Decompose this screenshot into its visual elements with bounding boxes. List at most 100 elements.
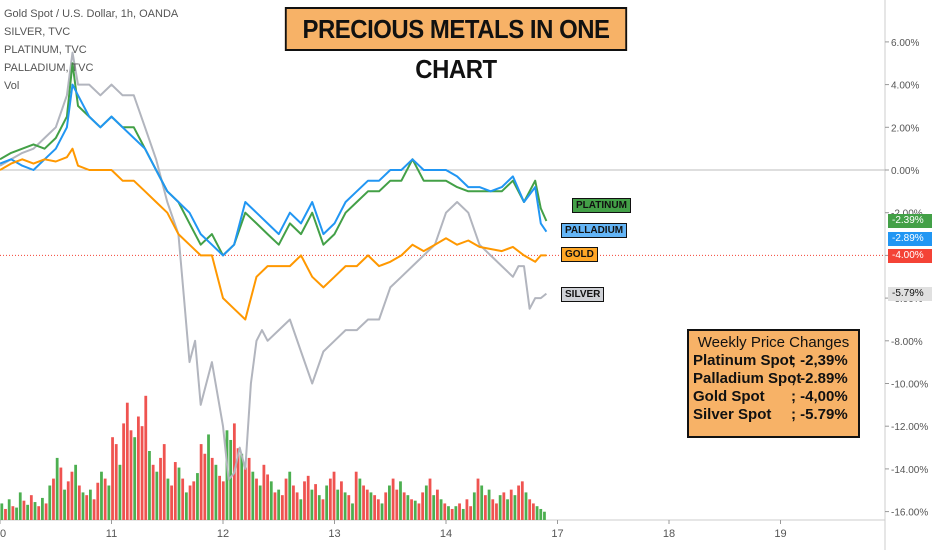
- y-tick-label: -12.00%: [891, 422, 928, 433]
- x-tick-label: 12: [217, 528, 229, 540]
- weekly-changes-box: Weekly Price Changes Platinum Spot; -2,3…: [687, 329, 860, 438]
- y-tick-label: 6.00%: [891, 38, 919, 49]
- volume-bar: [343, 492, 347, 520]
- volume-bar: [240, 453, 244, 520]
- volume-bar: [22, 500, 26, 520]
- volume-bar: [214, 464, 218, 520]
- volume-bar: [314, 484, 317, 520]
- volume-bar: [66, 481, 70, 520]
- volume-bar: [399, 481, 402, 520]
- volume-bar: [44, 503, 48, 520]
- volume-bar: [18, 492, 22, 520]
- volume-bar: [450, 508, 454, 520]
- volume-bar: [491, 499, 495, 520]
- volume-bar: [236, 448, 240, 520]
- volume-bar: [196, 473, 199, 520]
- info-row: Silver Spot ; -5.79%: [689, 406, 858, 424]
- volume-bar: [476, 478, 480, 520]
- info-row: Platinum Spot; -2,39%: [689, 352, 858, 370]
- volume-bar: [177, 467, 181, 520]
- silver-series-tag: SILVER: [561, 287, 605, 302]
- legend-vol[interactable]: Vol: [4, 80, 20, 92]
- volume-bar: [369, 492, 373, 520]
- volume-bar: [498, 495, 502, 520]
- volume-bar: [321, 499, 325, 520]
- volume-bar: [424, 485, 428, 520]
- volume-bar: [365, 489, 369, 520]
- x-tick-label: 18: [663, 528, 675, 540]
- volume-bar: [170, 485, 174, 520]
- volume-bar: [29, 495, 33, 520]
- volume-bar: [410, 499, 413, 520]
- volume-bar: [432, 495, 436, 520]
- platinum-series-tag: PLATINUM: [572, 198, 631, 213]
- palladium-series-line: [0, 83, 548, 257]
- volume-bar: [472, 492, 476, 520]
- volume-bar: [373, 495, 377, 520]
- volume-bar: [502, 492, 506, 520]
- volume-bar: [340, 481, 343, 520]
- legend-symbol[interactable]: Gold Spot / U.S. Dollar, 1h, OANDA: [4, 8, 179, 20]
- volume-bar: [269, 481, 273, 520]
- volume-layer: [0, 395, 546, 520]
- volume-bar: [218, 475, 221, 520]
- volume-bar: [354, 471, 358, 520]
- volume-bar: [454, 506, 458, 520]
- volume-bar: [133, 437, 137, 520]
- volume-bar: [328, 478, 332, 520]
- volume-bar: [380, 503, 384, 520]
- volume-bar: [465, 499, 469, 520]
- volume-bar: [325, 485, 329, 520]
- volume-bar: [181, 478, 185, 520]
- volume-bar: [447, 506, 450, 520]
- volume-bar: [258, 485, 262, 520]
- info-row-value: ; -4,00%: [791, 388, 848, 405]
- volume-bar: [111, 437, 114, 520]
- legend-silver[interactable]: SILVER, TVC: [4, 26, 71, 38]
- y-tick-label: 2.00%: [891, 123, 919, 134]
- legend-platinum[interactable]: PLATINUM, TVC: [4, 44, 87, 56]
- volume-bar: [159, 457, 162, 520]
- volume-bar: [310, 489, 314, 520]
- volume-bar: [402, 492, 406, 520]
- volume-bar: [118, 464, 122, 520]
- volume-bar: [509, 489, 513, 520]
- volume-bar: [229, 439, 233, 520]
- volume-bar: [443, 503, 447, 520]
- x-tick-label: 13: [328, 528, 340, 540]
- x-tick-label: 14: [440, 528, 452, 540]
- volume-bar: [280, 495, 284, 520]
- volume-bar: [77, 485, 81, 520]
- volume-bar: [539, 508, 543, 520]
- info-row-name: Platinum Spot: [693, 352, 794, 369]
- volume-bar: [347, 495, 351, 520]
- volume-bar: [247, 457, 251, 520]
- volume-bar: [26, 504, 30, 520]
- volume-bar: [358, 478, 362, 520]
- volume-bar: [59, 467, 63, 520]
- volume-bar: [107, 485, 111, 520]
- volume-bar: [306, 475, 310, 520]
- volume-bar: [531, 503, 535, 520]
- volume-bar: [100, 471, 103, 520]
- volume-bar: [184, 492, 188, 520]
- volume-bar: [266, 474, 269, 520]
- volume-bar: [162, 444, 166, 520]
- legend-palladium[interactable]: PALLADIUM, TVC: [4, 62, 94, 74]
- volume-bar: [543, 511, 546, 520]
- volume-bar: [74, 464, 78, 520]
- volume-bar: [140, 426, 144, 520]
- volume-bar: [192, 481, 196, 520]
- volume-bar: [535, 506, 539, 520]
- volume-bar: [207, 434, 210, 520]
- volume-bar: [255, 478, 258, 520]
- volume-bar: [4, 508, 7, 520]
- y-tick-label: -14.00%: [891, 465, 928, 476]
- x-tick-label: 19: [774, 528, 786, 540]
- volume-bar: [292, 485, 295, 520]
- info-row-value: ; -5.79%: [791, 406, 848, 423]
- volume-bar: [506, 499, 509, 520]
- volume-bar: [199, 444, 203, 520]
- volume-bar: [166, 478, 170, 520]
